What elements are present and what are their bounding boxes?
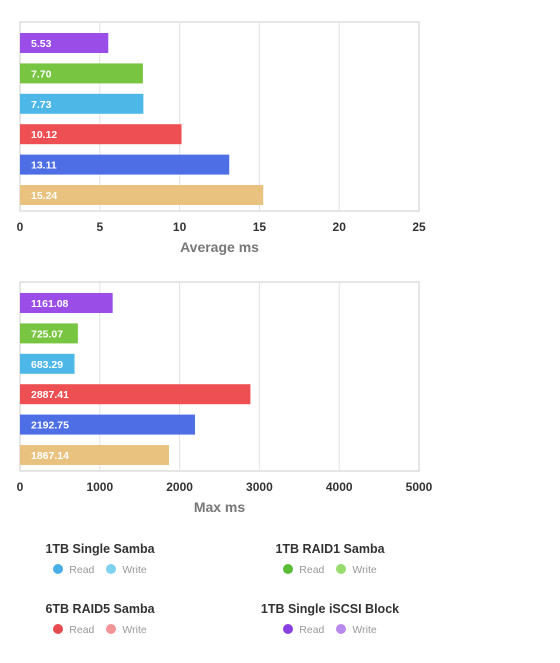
x-tick-label: 2000 bbox=[166, 480, 193, 494]
legend-item[interactable]: Write bbox=[336, 624, 377, 636]
bar bbox=[20, 384, 251, 405]
bar bbox=[20, 353, 75, 374]
bar-value-label: 1161.08 bbox=[31, 298, 69, 310]
x-tick-label: 1000 bbox=[86, 480, 113, 494]
x-tick-label: 0 bbox=[17, 480, 24, 494]
x-axis-title: Max ms bbox=[194, 499, 246, 515]
legend-group: 6TB RAID5 Samba Read Write bbox=[0, 602, 200, 636]
legend-group: 1TB RAID1 Samba Read Write bbox=[230, 542, 430, 576]
legend-swatch bbox=[283, 624, 294, 634]
bar-value-label: 10.12 bbox=[31, 129, 57, 141]
bar bbox=[20, 414, 195, 435]
legend-item-label: Read bbox=[299, 624, 325, 636]
bar bbox=[20, 293, 113, 313]
legend-item-label: Write bbox=[352, 624, 377, 636]
legend-item-label: Write bbox=[352, 564, 377, 576]
bar-value-label: 2887.41 bbox=[31, 389, 69, 401]
x-tick-label: 0 bbox=[17, 220, 24, 234]
bar-value-label: 7.73 bbox=[31, 99, 52, 111]
legend: 1TB Single Samba Read Write 1TB RAID1 Samba… bbox=[0, 535, 560, 655]
x-tick-label: 5 bbox=[96, 220, 103, 234]
legend-item[interactable]: Write bbox=[336, 564, 377, 576]
legend-swatch bbox=[53, 624, 64, 634]
legend-group: 1TB Single iSCSI Block Read Write bbox=[230, 602, 430, 636]
bar-value-label: 7.70 bbox=[31, 68, 52, 80]
bar-value-label: 15.24 bbox=[31, 190, 57, 202]
legend-group: 1TB Single Samba Read Write bbox=[0, 542, 200, 576]
plot-area-2 bbox=[19, 281, 420, 472]
bar-value-label: 5.53 bbox=[31, 38, 52, 50]
bar bbox=[20, 323, 78, 344]
legend-swatch bbox=[336, 564, 347, 574]
legend-swatch bbox=[106, 624, 117, 634]
bar-value-label: 1867.14 bbox=[31, 450, 69, 462]
bar bbox=[20, 124, 182, 145]
bar bbox=[20, 33, 109, 53]
x-tick-label: 20 bbox=[333, 220, 347, 234]
x-tick-label: 5000 bbox=[406, 480, 433, 494]
x-tick-label: 10 bbox=[173, 220, 187, 234]
legend-item[interactable]: Read bbox=[53, 624, 94, 636]
legend-group-title: 6TB RAID5 Samba bbox=[45, 602, 155, 616]
bar-value-label: 13.11 bbox=[31, 160, 57, 172]
legend-item-label: Write bbox=[122, 564, 147, 576]
legend-swatch bbox=[283, 564, 294, 574]
bar-value-label: 725.07 bbox=[31, 328, 63, 340]
legend-item[interactable]: Read bbox=[53, 564, 94, 576]
x-axis-title: Average ms bbox=[180, 239, 259, 255]
legend-item[interactable]: Read bbox=[283, 564, 324, 576]
x-tick-label: 3000 bbox=[246, 480, 273, 494]
legend-item[interactable]: Write bbox=[106, 624, 147, 636]
legend-swatch bbox=[336, 624, 347, 634]
legend-item-label: Read bbox=[299, 564, 325, 576]
bar bbox=[20, 445, 169, 465]
x-tick-label: 15 bbox=[253, 220, 267, 234]
legend-item[interactable]: Write bbox=[106, 564, 147, 576]
legend-swatch bbox=[106, 564, 117, 574]
bar bbox=[20, 63, 143, 84]
bar bbox=[20, 185, 264, 205]
bar bbox=[20, 154, 230, 175]
plot-area-1 bbox=[19, 21, 420, 212]
bar-value-label: 2192.75 bbox=[31, 420, 69, 432]
legend-item-label: Write bbox=[122, 624, 147, 636]
legend-group-title: 1TB RAID1 Samba bbox=[275, 542, 385, 556]
legend-group-title: 1TB Single Samba bbox=[45, 542, 155, 556]
legend-item[interactable]: Read bbox=[283, 624, 324, 636]
legend-swatch bbox=[53, 564, 64, 574]
x-tick-label: 25 bbox=[412, 220, 426, 234]
bar bbox=[20, 93, 144, 114]
legend-item-label: Read bbox=[69, 564, 95, 576]
legend-group-title: 1TB Single iSCSI Block bbox=[260, 602, 400, 616]
x-tick-label: 4000 bbox=[326, 480, 353, 494]
latency-charts: 5.53 7.70 7.73 10.12 13.11 15.24 0 5 10 15 20 25 Ave… bbox=[17, 21, 433, 515]
bar-value-label: 683.29 bbox=[31, 359, 63, 371]
legend-item-label: Read bbox=[69, 624, 95, 636]
